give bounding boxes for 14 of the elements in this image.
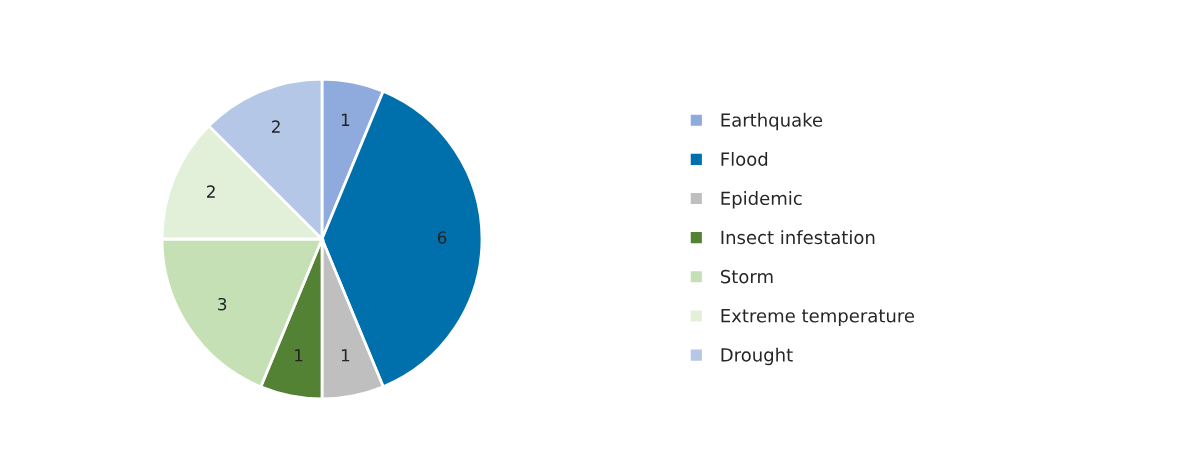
data-label: 2 (207, 185, 215, 198)
data-label: 1 (341, 113, 350, 126)
legend-label: Extreme temperature (721, 309, 915, 327)
legend-label: Drought (721, 347, 793, 366)
data-label: 3 (218, 297, 227, 311)
legend-label: Earthquake (721, 112, 823, 131)
legend-label: Epidemic (721, 191, 802, 209)
legend-label: Storm (720, 269, 773, 284)
data-label: 1 (295, 349, 303, 362)
data-label: 6 (437, 231, 447, 244)
legend-label: Insect infestation (721, 230, 875, 245)
data-label: 2 (272, 120, 280, 133)
legend-label: Flood (721, 151, 768, 166)
data-label: 1 (341, 349, 350, 362)
